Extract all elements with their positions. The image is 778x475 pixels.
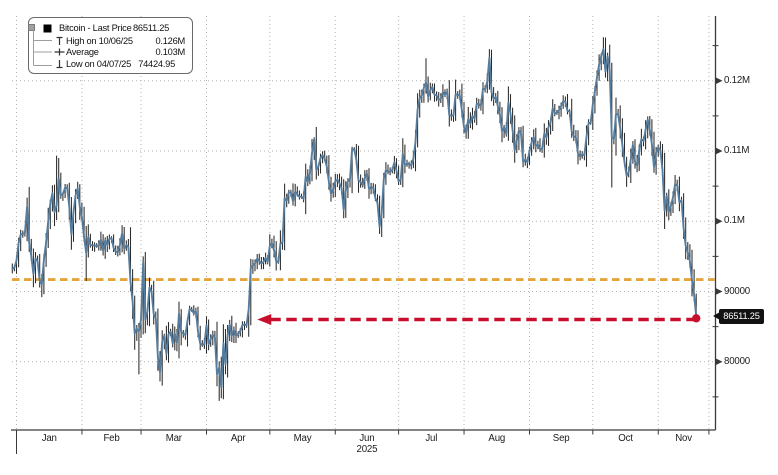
legend-value: 74424.95 [138, 59, 175, 69]
x-year-label: 2025 [356, 443, 378, 455]
legend-value: 0.126M [155, 35, 185, 46]
legend-row-low: Low on 04/07/25 74424.95 [29, 58, 192, 70]
x-month-label: Jun [359, 432, 375, 444]
panel-handle-icon [28, 24, 35, 31]
y-tick-label: 80000 [724, 355, 750, 367]
legend-label: Average [66, 47, 99, 57]
y-tick-label: 0.1M [724, 215, 745, 227]
x-month-label: Jan [41, 432, 57, 444]
x-month-label: Mar [165, 432, 182, 444]
y-tick-label: 0.12M [724, 74, 750, 86]
legend-label: Bitcoin - Last Price [59, 23, 132, 33]
legend-row-high: High on 10/06/25 0.126M [29, 35, 192, 47]
x-month-label: Feb [103, 432, 120, 444]
legend-panel: Bitcoin - Last Price 86511.25 High on 10… [28, 17, 193, 74]
last-price-tag: 86511.25 [719, 309, 764, 324]
y-tick-label: 90000 [724, 285, 750, 297]
x-month-label: Oct [618, 432, 633, 444]
legend-label: High on 10/06/25 [66, 35, 133, 46]
high-marker-icon [56, 36, 63, 45]
legend-value: 86511.25 [133, 23, 170, 33]
x-month-label: Apr [230, 432, 246, 444]
y-tick-label: 0.11M [724, 145, 750, 156]
low-marker-icon [56, 60, 63, 69]
last-price-square-icon [43, 24, 52, 32]
legend-value: 0.103M [155, 47, 185, 57]
last-price-tag-notch [713, 312, 720, 320]
x-month-label: Aug [488, 432, 506, 444]
legend-row-average: Average 0.103M [29, 46, 192, 58]
x-month-label: Jul [425, 432, 438, 444]
legend-row-last-price: Bitcoin - Last Price 86511.25 [29, 22, 192, 34]
legend-label: Low on 04/07/25 [66, 59, 132, 69]
legend-tree-lines [33, 27, 52, 66]
x-month-label: Nov [675, 432, 692, 444]
x-month-label: May [293, 432, 312, 444]
x-month-label: Sep [552, 432, 570, 444]
average-marker-icon [54, 48, 65, 56]
